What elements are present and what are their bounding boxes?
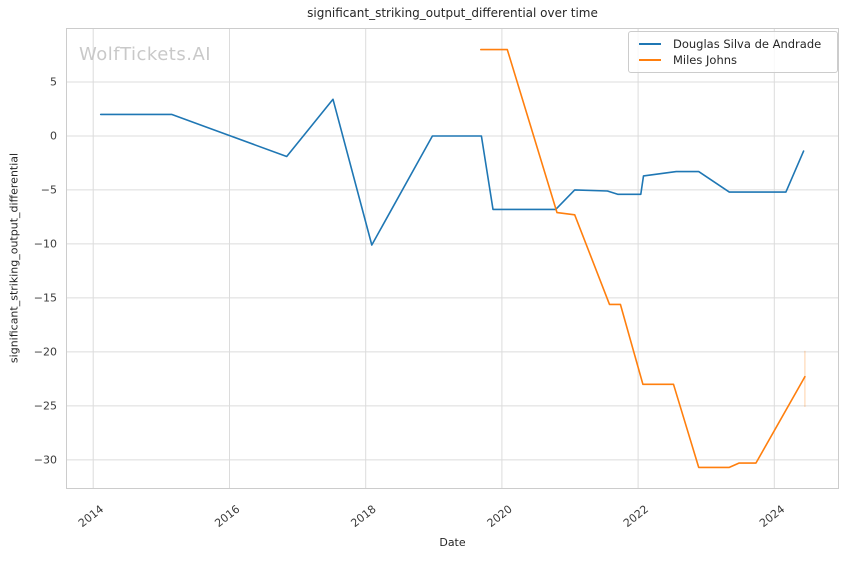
x-tick-label: 2018 [349, 503, 379, 530]
legend-item-miles: Miles Johns [635, 52, 831, 68]
x-tick-label: 2022 [621, 503, 651, 530]
y-tick-label: −15 [34, 291, 57, 304]
x-tick-label: 2014 [76, 503, 106, 530]
legend-label: Douglas Silva de Andrade [673, 37, 822, 51]
series-line-0 [99, 98, 805, 246]
x-tick-label: 2020 [485, 503, 515, 530]
y-tick-label: 5 [50, 76, 57, 89]
y-tick-labels: 5 0 −5 −10 −15 −20 −25 −30 [34, 76, 57, 467]
y-tick-label: 0 [50, 130, 57, 143]
y-tick-label: −20 [34, 345, 57, 358]
chart-title: significant_striking_output_differential… [307, 6, 598, 20]
legend-line-swatch-blue [639, 43, 661, 45]
plot-border [66, 28, 839, 489]
legend-line-swatch-orange [639, 59, 661, 61]
series-line-1 [479, 48, 806, 469]
y-tick-label: −5 [41, 183, 57, 196]
y-tick-label: −10 [34, 237, 57, 250]
legend-item-douglas: Douglas Silva de Andrade [635, 36, 831, 52]
gridlines [66, 28, 839, 489]
y-tick-label: −25 [34, 399, 57, 412]
x-tick-label: 2024 [757, 503, 787, 530]
legend-label: Miles Johns [673, 53, 738, 67]
legend: Douglas Silva de Andrade Miles Johns [628, 31, 838, 73]
watermark-text: WolfTickets.AI [79, 44, 212, 65]
y-axis-label: significant_striking_output_differential [7, 152, 21, 364]
x-tick-label: 2016 [212, 503, 242, 530]
x-axis-label: Date [439, 536, 466, 549]
x-tick-labels: 2014 2016 2018 2020 2022 2024 [76, 503, 787, 530]
y-tick-label: −30 [34, 453, 57, 466]
